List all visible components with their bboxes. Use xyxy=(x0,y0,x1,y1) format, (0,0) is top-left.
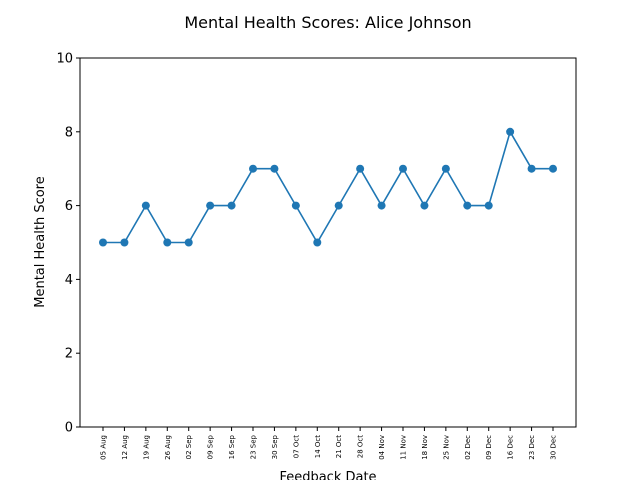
x-tick-label: 11 Nov xyxy=(400,435,408,460)
data-point xyxy=(120,238,129,247)
x-tick-label: 21 Oct xyxy=(335,435,343,458)
x-tick-label: 30 Dec xyxy=(550,435,558,460)
x-tick-label: 02 Sep xyxy=(185,434,193,459)
x-tick-label: 28 Oct xyxy=(357,435,365,458)
x-tick-label: 16 Sep xyxy=(228,434,236,459)
y-tick-label: 2 xyxy=(65,347,73,362)
data-point xyxy=(356,164,365,173)
x-tick-label: 23 Sep xyxy=(250,434,258,459)
data-point xyxy=(463,201,472,210)
data-point xyxy=(334,201,343,210)
x-tick-label: 18 Nov xyxy=(421,435,429,460)
x-tick-label: 23 Dec xyxy=(528,435,536,460)
chart-title: Mental Health Scores: Alice Johnson xyxy=(184,13,471,32)
data-point xyxy=(420,201,429,210)
data-point xyxy=(399,164,407,173)
data-point xyxy=(506,127,515,136)
y-axis-label: Mental Health Score xyxy=(33,176,48,308)
series-line xyxy=(103,129,553,245)
x-axis: 05 Aug 12 Aug 19 Aug 26 Aug 02 Sep 09 Sep 16 S… xyxy=(100,427,558,460)
data-point xyxy=(377,201,386,210)
data-point xyxy=(549,164,557,173)
x-tick-label: 09 Sep xyxy=(207,434,215,459)
data-point xyxy=(270,164,279,173)
x-tick-label: 14 Oct xyxy=(314,435,322,458)
data-point xyxy=(206,201,215,210)
x-tick-label: 07 Oct xyxy=(292,435,300,458)
data-point xyxy=(484,201,493,210)
data-point xyxy=(163,238,172,247)
plot-background xyxy=(80,58,576,427)
x-axis-label: Feedback Date xyxy=(279,470,376,480)
y-axis: 0 2 4 6 8 10 xyxy=(56,52,80,436)
y-tick-label: 0 xyxy=(65,421,73,436)
x-tick-label: 12 Aug xyxy=(121,435,129,460)
x-tick-label: 30 Sep xyxy=(271,434,279,459)
data-point xyxy=(527,164,536,173)
data-point xyxy=(249,164,257,173)
data-point xyxy=(313,238,322,247)
data-point xyxy=(184,238,193,247)
y-tick-label: 6 xyxy=(65,199,73,214)
y-tick-label: 10 xyxy=(56,52,73,67)
data-point xyxy=(141,201,150,210)
plot-frame xyxy=(79,57,577,428)
data-point xyxy=(441,164,450,173)
plot-area xyxy=(79,57,577,428)
y-tick-label: 4 xyxy=(65,273,73,288)
x-tick-label: 05 Aug xyxy=(100,435,108,460)
data-point xyxy=(227,201,236,210)
x-tick-label: 26 Aug xyxy=(164,435,172,460)
x-tick-label: 19 Aug xyxy=(142,435,150,460)
y-tick-label: 8 xyxy=(65,125,73,140)
series-layer xyxy=(99,127,557,247)
x-tick-label: 16 Dec xyxy=(507,435,515,460)
data-point xyxy=(99,238,107,247)
x-tick-label: 25 Nov xyxy=(442,435,450,460)
x-tick-label: 02 Dec xyxy=(464,435,472,460)
x-tick-label: 04 Nov xyxy=(378,435,386,460)
x-tick-label: 09 Dec xyxy=(485,435,493,460)
data-point xyxy=(291,201,300,210)
